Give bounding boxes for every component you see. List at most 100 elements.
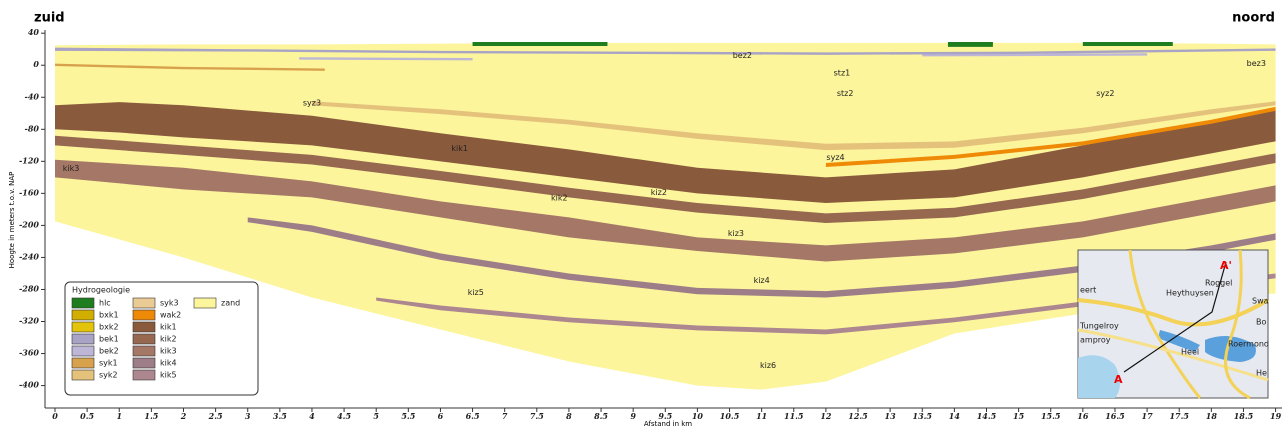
legend-label: kik5 bbox=[160, 371, 177, 380]
legend: Hydrogeologie hlc bxk1 bxk2 bek1 bek2 syk1 syk… bbox=[64, 281, 259, 396]
legend-swatch bbox=[193, 297, 217, 309]
legend-label: wak2 bbox=[160, 311, 181, 320]
legend-swatch bbox=[132, 321, 156, 333]
legend-swatch bbox=[132, 309, 156, 321]
x-tick-label: 19 bbox=[1270, 411, 1282, 421]
map-water bbox=[1158, 330, 1200, 352]
layer bbox=[1082, 42, 1173, 47]
right-label: noord bbox=[1232, 11, 1275, 26]
x-tick-label: 6.5 bbox=[466, 411, 480, 421]
x-tick-label: 17.5 bbox=[1169, 411, 1189, 421]
map-label: A' bbox=[1220, 259, 1232, 272]
legend-swatch bbox=[71, 333, 95, 345]
x-tick-label: 4.5 bbox=[337, 411, 351, 421]
y-tick-label: -320 bbox=[19, 316, 39, 326]
x-tick-label: 0 bbox=[52, 411, 58, 421]
x-tick-label: 1.5 bbox=[144, 411, 158, 421]
legend-label: bek1 bbox=[99, 335, 119, 344]
layer bbox=[299, 57, 473, 61]
legend-swatch bbox=[71, 357, 95, 369]
x-tick-label: 0.5 bbox=[80, 411, 94, 421]
map-label: eert bbox=[1080, 286, 1096, 295]
legend-box bbox=[64, 281, 259, 396]
x-tick-label: 16 bbox=[1077, 411, 1089, 421]
layer-label: kik2 bbox=[551, 194, 568, 203]
map-label: He bbox=[1256, 369, 1267, 378]
legend-swatch bbox=[71, 309, 95, 321]
layer-label: syz2 bbox=[1096, 89, 1114, 98]
y-tick-label: -120 bbox=[19, 155, 39, 165]
y-tick-label: 0 bbox=[33, 59, 39, 69]
legend-label: kik2 bbox=[160, 335, 177, 344]
legend-label: kik1 bbox=[160, 323, 177, 332]
x-tick-label: 4 bbox=[309, 411, 315, 421]
x-tick-label: 15 bbox=[1013, 411, 1025, 421]
x-tick-label: 18 bbox=[1206, 411, 1218, 421]
y-tick-label: -360 bbox=[19, 348, 39, 358]
y-tick-label: -280 bbox=[19, 283, 39, 293]
x-tick-label: 9.5 bbox=[658, 411, 672, 421]
y-tick-label: -80 bbox=[25, 123, 40, 133]
legend-label: bek2 bbox=[99, 347, 119, 356]
legend-swatch bbox=[132, 345, 156, 357]
layer bbox=[55, 135, 1276, 224]
x-tick-label: 7 bbox=[502, 411, 508, 421]
x-tick-label: 17 bbox=[1142, 411, 1154, 421]
x-tick-label: 14.5 bbox=[977, 411, 997, 421]
legend-swatch bbox=[71, 321, 95, 333]
map-label: Tungelroy bbox=[1079, 322, 1119, 331]
map-label: Heythuysen bbox=[1166, 289, 1214, 298]
map-road bbox=[1128, 249, 1202, 399]
x-tick-label: 13.5 bbox=[913, 411, 933, 421]
x-tick-label: 12 bbox=[820, 411, 832, 421]
x-tick-label: 9 bbox=[630, 411, 636, 421]
layer-label: kiz5 bbox=[468, 288, 484, 297]
layer bbox=[947, 42, 993, 47]
map-road bbox=[1077, 328, 1269, 382]
x-tick-label: 12.5 bbox=[848, 411, 868, 421]
layer bbox=[55, 63, 325, 71]
legend-swatch bbox=[132, 297, 156, 309]
x-tick-label: 18.5 bbox=[1234, 411, 1254, 421]
map-label: A bbox=[1114, 373, 1123, 386]
axes: 0 0.5 1 1.5 2 2.5 3 3.5 4 4.5 5 5.5 6 6.5 7 7.5 8 8.5 9 9.5… bbox=[19, 27, 1282, 421]
layer-label: syz3 bbox=[303, 98, 321, 107]
legend-swatch bbox=[71, 345, 95, 357]
legend-label: syk3 bbox=[160, 299, 179, 308]
x-tick-label: 5.5 bbox=[401, 411, 415, 421]
legend-label: syk2 bbox=[99, 371, 118, 380]
layer-label: kiz2 bbox=[651, 188, 667, 197]
y-tick-label: -240 bbox=[19, 251, 39, 261]
y-tick-label: 40 bbox=[28, 27, 40, 37]
map-label: Swa bbox=[1252, 297, 1269, 306]
y-tick-label: -160 bbox=[19, 187, 39, 197]
x-tick-label: 13 bbox=[885, 411, 897, 421]
annotations: bez2 stz1 stz2 syz3 syz2 bez3 kik1 syz4 kik3 kik2… bbox=[63, 51, 1266, 370]
legend-swatch bbox=[132, 333, 156, 345]
map-road bbox=[1224, 249, 1251, 400]
x-tick-label: 7.5 bbox=[530, 411, 544, 421]
x-tick-label: 5 bbox=[373, 411, 379, 421]
legend-title: Hydrogeologie bbox=[72, 286, 130, 295]
legend-label: kik3 bbox=[160, 347, 177, 356]
x-tick-label: 1 bbox=[116, 411, 122, 421]
layer bbox=[247, 217, 1276, 298]
legend-label: bxk1 bbox=[99, 311, 119, 320]
legend-label: syk1 bbox=[99, 359, 118, 368]
x-tick-label: 10 bbox=[692, 411, 704, 421]
layer-label: kiz3 bbox=[728, 229, 744, 238]
legend-swatch bbox=[132, 357, 156, 369]
x-tick-label: 11.5 bbox=[784, 411, 804, 421]
x-tick-label: 8.5 bbox=[594, 411, 608, 421]
x-tick-label: 6 bbox=[438, 411, 444, 421]
map-water bbox=[1205, 336, 1256, 362]
legend-swatch bbox=[71, 297, 95, 309]
layer-label: bez2 bbox=[733, 51, 752, 60]
x-tick-label: 11 bbox=[756, 411, 767, 421]
map-label: amproy bbox=[1080, 336, 1111, 345]
x-tick-label: 16.5 bbox=[1105, 411, 1125, 421]
map-label: Bo bbox=[1256, 318, 1266, 327]
x-tick-label: 2.5 bbox=[208, 411, 223, 421]
y-axis-title: Hoogte in meters t.o.v. NAP bbox=[8, 172, 16, 269]
layer-label: kiz6 bbox=[760, 361, 776, 370]
